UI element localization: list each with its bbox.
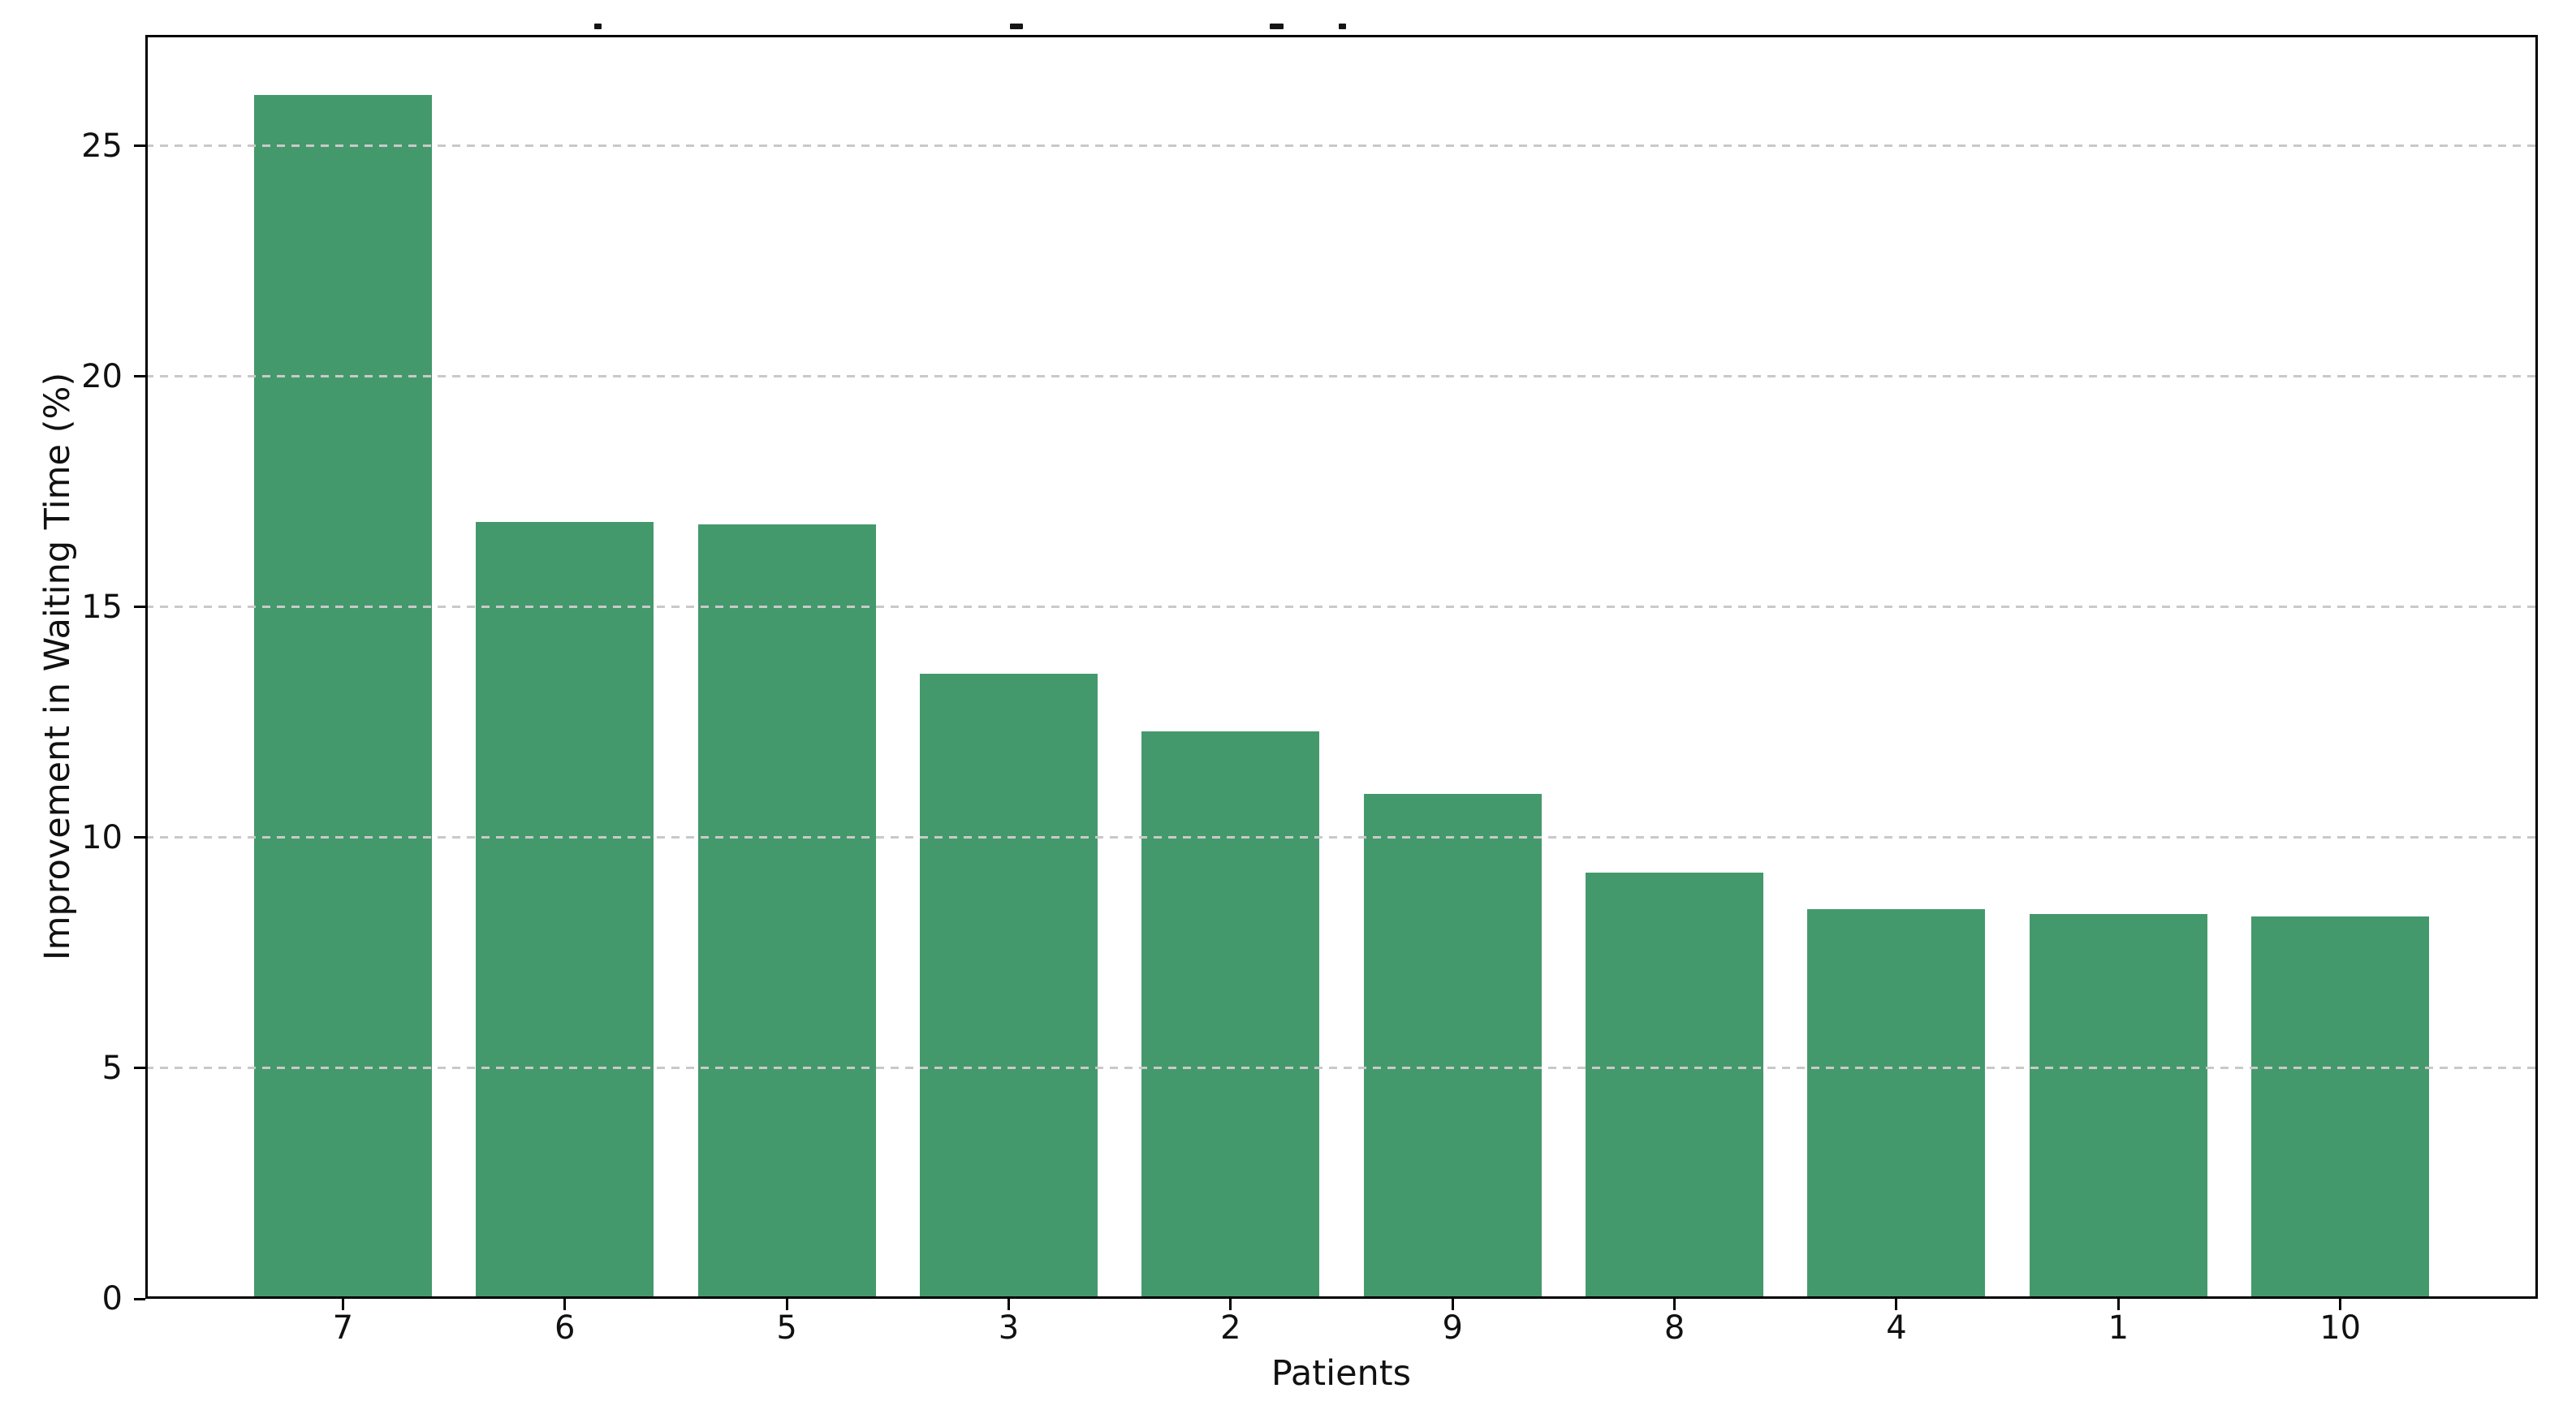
x-tick-label: 5 [776,1309,797,1347]
y-axis-label: Improvement in Waiting Time (%) [37,372,78,961]
x-tick-label: 9 [1442,1309,1463,1347]
x-tick-label: 3 [998,1309,1020,1347]
x-tick-label: 1 [2108,1309,2129,1347]
bar-patient-1 [2029,913,2207,1299]
x-tick-label: 8 [1663,1309,1685,1347]
bar-patient-9 [1363,793,1542,1299]
x-tick-mark [1673,1299,1676,1310]
y-tick-mark [134,1297,145,1300]
y-tick-mark [134,1067,145,1070]
x-tick-mark [1895,1299,1898,1310]
gridline-y-25 [145,144,2538,148]
bar-patient-6 [476,521,654,1299]
x-tick-label: 4 [1886,1309,1907,1347]
clipped-title-descender-fragment [594,24,602,29]
x-tick-mark [563,1299,567,1310]
y-tick-mark [134,375,145,378]
y-tick-mark [134,144,145,148]
y-tick-mark [134,836,145,839]
gridline-y-5 [145,1067,2538,1070]
x-tick-mark [1229,1299,1232,1310]
clipped-title-descender-fragment [1339,24,1346,29]
clipped-title-descender-fragment [1270,24,1284,29]
y-tick-label: 10 [81,818,123,856]
gridline-y-15 [145,606,2538,609]
y-tick-label: 20 [81,357,123,395]
gridline-y-20 [145,375,2538,378]
bar-patient-8 [1586,872,1764,1299]
x-tick-label: 10 [2319,1309,2362,1347]
y-tick-mark [134,606,145,609]
y-tick-label: 25 [81,127,123,165]
clipped-title-descender-fragment [1010,24,1023,29]
x-tick-mark [2116,1299,2120,1310]
x-tick-label: 6 [554,1309,576,1347]
x-tick-mark [341,1299,344,1310]
bar-patient-7 [253,95,432,1299]
bar-patient-10 [2251,916,2430,1299]
bar-patient-2 [1141,731,1320,1299]
x-tick-mark [1451,1299,1454,1310]
x-axis-label: Patients [1271,1353,1412,1394]
y-tick-label: 15 [81,588,123,626]
gridline-y-10 [145,836,2538,839]
x-tick-mark [2339,1299,2342,1310]
bar-patient-5 [697,524,876,1299]
x-tick-label: 2 [1220,1309,1241,1347]
bar-patient-3 [919,674,1098,1299]
x-tick-label: 7 [332,1309,354,1347]
y-tick-label: 5 [101,1049,123,1087]
x-tick-mark [1007,1299,1010,1310]
x-tick-mark [785,1299,788,1310]
y-tick-label: 0 [101,1280,123,1317]
bar-patient-4 [1807,909,1986,1299]
